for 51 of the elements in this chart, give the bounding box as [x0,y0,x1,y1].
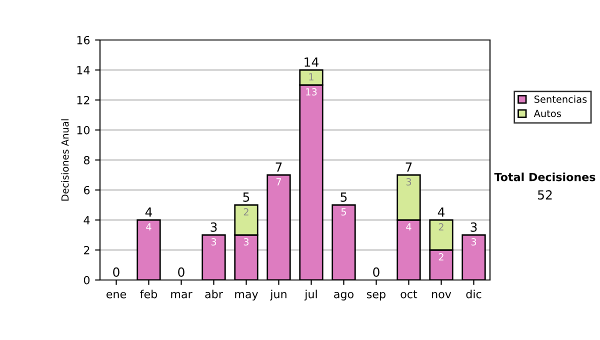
y-tick-label: 16 [77,36,90,44]
total-label: 0 [178,267,184,277]
text: Total Decisiones [494,172,596,182]
data-label: 13 [306,88,317,96]
total-label: 4 [145,208,152,217]
y-tick-label: 8 [84,156,90,164]
total-label: 4 [438,208,445,217]
total-label: 3 [210,222,217,232]
x-tick-label: feb [140,290,158,298]
y-axis-title: Decisiones Anual [61,119,69,201]
y-tick-label: 0 [84,276,90,284]
data-label: 4 [406,223,412,230]
total-label: 0 [113,267,120,277]
data-label: 1 [309,73,314,80]
data-label: 7 [276,178,282,186]
x-tick-label: jul [304,290,317,300]
x-tick-label: abr [205,290,223,298]
data-label: 3 [244,238,249,246]
x-tick-label: dic [466,290,482,298]
x-tick-label: mar [171,292,192,298]
text: 52 [538,190,552,200]
legend-label: Autos [534,110,561,118]
data-label: 3 [211,238,216,246]
total-label: 5 [340,192,347,202]
x-tick-label: sep [367,292,386,300]
y-tick-label: 14 [77,66,90,74]
total-label: 3 [470,222,477,232]
legend-label: Sentencias [534,95,587,103]
data-label: 3 [471,238,476,246]
total-label: 0 [373,267,380,277]
y-tick-label: 10 [77,126,90,134]
data-label: 4 [146,223,152,230]
total-label: 7 [406,162,412,172]
total-label: 7 [276,162,282,172]
y-tick-label: 2 [84,246,90,254]
x-tick-label: ago [334,292,354,300]
total-label: 14 [304,58,318,67]
x-tick-label: nov [432,292,452,298]
y-tick-label: 4 [84,216,90,224]
data-label: 2 [438,253,444,260]
data-label: 3 [406,178,412,186]
x-tick-label: jun [270,290,286,300]
total-label: 5 [243,192,250,202]
y-tick-label: 12 [77,96,90,104]
data-label: 5 [341,208,346,216]
data-label: 2 [244,208,248,216]
y-tick-label: 6 [84,186,90,194]
x-tick-label: ene [106,292,126,298]
x-tick-label: oct [400,290,418,298]
data-label: 2 [438,223,444,230]
x-tick-label: may [235,292,258,300]
